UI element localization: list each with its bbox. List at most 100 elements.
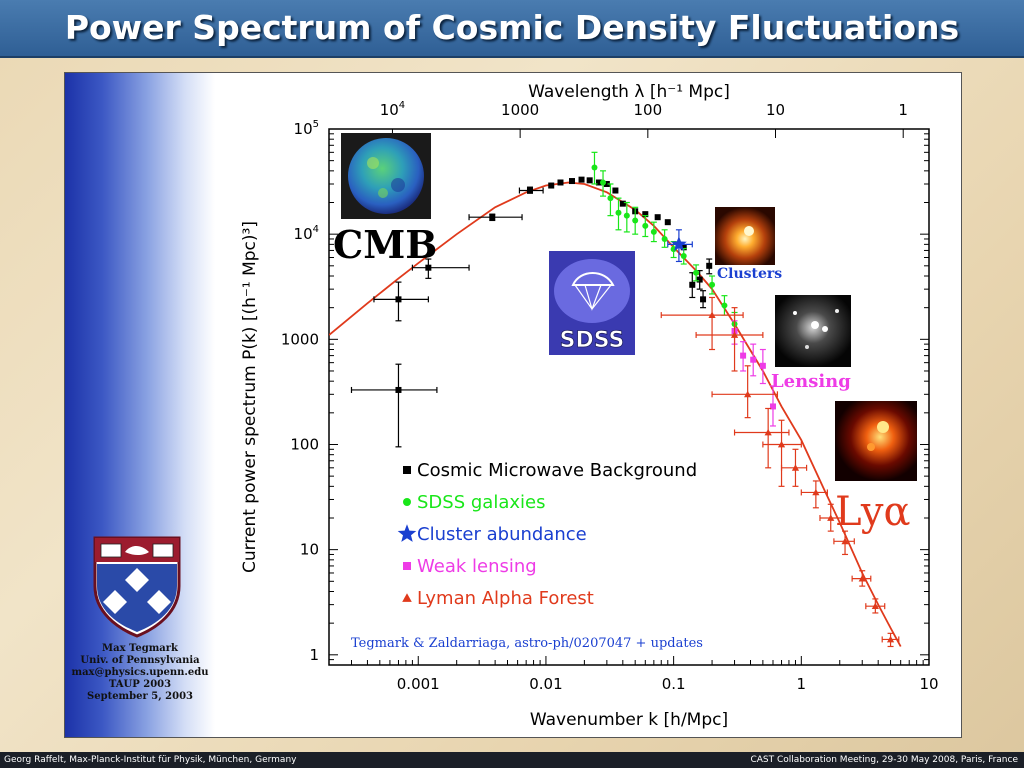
lyman-alpha-forest-point <box>841 537 849 545</box>
y-tick-label: 1000 <box>281 330 319 348</box>
author-event: TAUP 2003 <box>108 679 172 690</box>
lyman-alpha-quasar-image <box>835 401 917 481</box>
cosmic-microwave-background-point <box>680 244 687 251</box>
x-tick-label: 0.01 <box>529 675 562 693</box>
lyman-alpha-forest-point <box>827 514 835 521</box>
cosmic-microwave-background-point <box>586 177 593 184</box>
legend-label-cosmic-microwave-background: Cosmic Microwave Background <box>417 460 697 481</box>
legend-label-sdss-galaxies: SDSS galaxies <box>417 492 545 513</box>
axis-tick-labels: 104 1000 100 10 1 0.001 0.01 0.1 1 10 1 10 100 1000 10… <box>281 100 939 693</box>
plot-frame <box>328 128 930 666</box>
top-tick-label: 1000 <box>501 101 539 119</box>
legend-marker-lyman-alpha-forest <box>402 593 412 602</box>
y-tick-label: 10 <box>300 541 319 559</box>
cosmic-microwave-background-point <box>548 182 555 189</box>
lensing-cluster-image <box>775 295 851 367</box>
footer-left-text: Georg Raffelt, Max-Planck-Institut für P… <box>4 755 297 765</box>
sdss-galaxies-point <box>680 252 687 259</box>
cosmic-microwave-background-point <box>706 262 713 269</box>
cosmic-microwave-background-point <box>700 296 707 303</box>
figure-panel: Max Tegmark Univ. of Pennsylvania max@ph… <box>64 72 962 738</box>
chart-legend: Cosmic Microwave Background SDSS galaxies… <box>397 460 697 609</box>
weak-lensing-point <box>740 352 747 359</box>
legend-marker-weak-lensing <box>403 562 411 570</box>
x-tick-label: 1 <box>797 675 807 693</box>
legend-label-lyman-alpha-forest: Lyman Alpha Forest <box>417 588 594 609</box>
sdss-galaxies-point <box>591 164 598 171</box>
legend-marker-sdss-galaxies <box>403 498 411 506</box>
legend-label-cluster-abundance: Cluster abundance <box>417 524 587 545</box>
cosmic-microwave-background-point <box>395 296 402 303</box>
x-tick-label: 0.1 <box>662 675 686 693</box>
top-axis-title: Wavelength λ [h⁻¹ Mpc] <box>528 82 730 102</box>
title-bar: Power Spectrum of Cosmic Density Fluctua… <box>0 0 1024 58</box>
cosmic-microwave-background-point <box>569 178 576 185</box>
sdss-galaxies-point <box>615 209 622 216</box>
cosmic-microwave-background-point <box>664 219 671 226</box>
sdss-galaxies-point <box>600 179 607 186</box>
lyman-alpha-forest-point <box>886 635 895 643</box>
axis-ticks <box>328 128 930 666</box>
cosmic-microwave-background-point <box>526 187 533 194</box>
sdss-logo-text: SDSS <box>560 328 625 353</box>
y-tick-label: 100 <box>290 435 319 453</box>
legend-label-weak-lensing: Weak lensing <box>417 556 537 577</box>
lyman-alpha-forest-point <box>812 488 820 496</box>
lyman-alpha-forest-point <box>708 311 716 318</box>
y-tick-label: 105 <box>294 119 319 138</box>
lensing-label: Lensing <box>771 371 851 392</box>
cluster-galaxy-image <box>715 207 775 265</box>
sdss-galaxies-point <box>693 269 700 276</box>
cluster-abundance-point <box>671 236 687 251</box>
legend-marker-cosmic-microwave-background <box>403 466 411 474</box>
sdss-galaxies-point <box>632 217 639 224</box>
weak-lensing-point <box>769 403 776 410</box>
author-email: max@physics.upenn.edu <box>71 667 209 678</box>
lyman-alpha-forest-point <box>871 602 879 610</box>
author-name: Max Tegmark <box>102 643 178 654</box>
x-tick-label: 10 <box>919 675 938 693</box>
author-date: September 5, 2003 <box>87 691 193 702</box>
power-spectrum-chart: 104 1000 100 10 1 0.001 0.01 0.1 1 10 1 10 100 1000 10… <box>240 82 939 730</box>
y-tick-label: 1 <box>309 646 319 664</box>
data-points <box>350 151 900 648</box>
sdss-logo-image: SDSS <box>549 251 635 355</box>
y-axis-title: Current power spectrum P(k) [(h⁻¹ Mpc)³] <box>240 221 260 573</box>
sdss-galaxies-point <box>623 212 630 219</box>
clusters-label: Clusters <box>717 266 782 282</box>
university-shield-logo <box>93 536 181 638</box>
slide-title: Power Spectrum of Cosmic Density Fluctua… <box>64 8 960 47</box>
footer-right-text: CAST Collaboration Meeting, 29-30 May 20… <box>750 755 1018 765</box>
legend-marker-cluster-abundance <box>397 524 417 542</box>
cosmic-microwave-background-point <box>696 276 703 283</box>
cmb-sky-image <box>341 133 431 219</box>
sdss-galaxies-point <box>642 222 649 229</box>
cosmic-microwave-background-point <box>489 214 496 221</box>
citation-text: Tegmark & Zaldarriaga, astro-ph/0207047 … <box>351 636 703 651</box>
sdss-galaxies-point <box>709 281 716 288</box>
top-tick-label: 100 <box>634 101 663 119</box>
cosmic-microwave-background-point <box>642 211 649 218</box>
top-tick-label: 1 <box>898 101 908 119</box>
weak-lensing-point <box>759 362 766 369</box>
footer-bar: Georg Raffelt, Max-Planck-Institut für P… <box>0 752 1024 768</box>
author-affiliation: Univ. of Pennsylvania <box>80 655 200 666</box>
lya-label: Lyα <box>835 489 910 535</box>
sdss-galaxies-point <box>607 195 614 202</box>
top-tick-label: 104 <box>380 100 405 119</box>
author-info: Max Tegmark Univ. of Pennsylvania max@ph… <box>69 643 211 703</box>
cosmic-microwave-background-point <box>619 200 626 207</box>
cmb-label: CMB <box>333 222 437 267</box>
cosmic-microwave-background-point <box>654 214 661 221</box>
cosmic-microwave-background-point <box>612 187 619 194</box>
top-tick-label: 10 <box>766 101 785 119</box>
x-tick-label: 0.001 <box>397 675 440 693</box>
sdss-galaxies-point <box>650 228 657 235</box>
lyman-alpha-forest-point <box>764 428 772 436</box>
cosmic-microwave-background-point <box>595 179 602 186</box>
sdss-galaxies-point <box>721 302 728 309</box>
sdss-galaxies-point <box>661 235 668 242</box>
cosmic-microwave-background-point <box>603 180 610 187</box>
cosmic-microwave-background-point <box>425 264 432 271</box>
cosmic-microwave-background-point <box>395 386 402 393</box>
